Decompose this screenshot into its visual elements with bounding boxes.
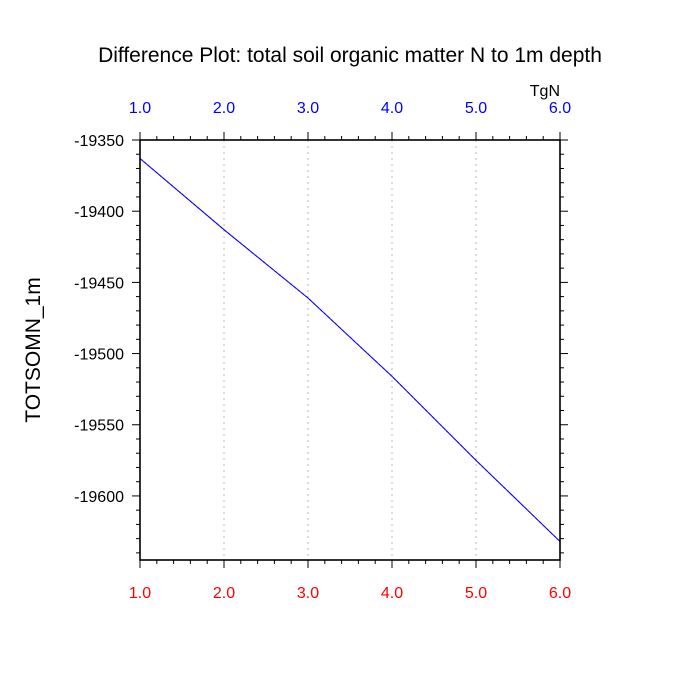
top-axis-units: TgN [530,83,560,100]
plot-frame [139,139,561,561]
x-tick-label-top: 2.0 [213,100,235,117]
axis-ticks: 1.0 1.0 2.0 2.0 3.0 3.0 4.0 4.0 5.0 5.0 6.0 6.0 -193… [74,100,571,602]
x-tick-label-bottom: 3.0 [297,585,319,602]
x-tick-label-top: 5.0 [465,100,487,117]
x-tick-label-top: 3.0 [297,100,319,117]
x-tick-label-bottom: 6.0 [549,585,571,602]
x-tick-label-top: 6.0 [549,100,571,117]
series-line [139,158,561,542]
x-tick-label-top: 4.0 [381,100,403,117]
chart-title: Difference Plot: total soil organic matt… [98,44,602,67]
y-tick-label: -19400 [74,204,124,221]
x-tick-label-bottom: 1.0 [129,585,151,602]
x-tick-label-bottom: 2.0 [213,585,235,602]
y-axis-label: TOTSOMN_1m [22,277,45,422]
y-tick-label: -19350 [74,133,124,150]
y-tick-label: -19500 [74,347,124,364]
series-lines [139,158,561,542]
y-tick-label: -19600 [74,489,124,506]
x-tick-label-top: 1.0 [129,100,151,117]
series-line [139,158,561,542]
x-tick-label-bottom: 5.0 [465,585,487,602]
y-tick-label: -19450 [74,275,124,292]
grid-lines [223,140,477,560]
y-tick-label: -19550 [74,418,124,435]
x-tick-label-bottom: 4.0 [381,585,403,602]
